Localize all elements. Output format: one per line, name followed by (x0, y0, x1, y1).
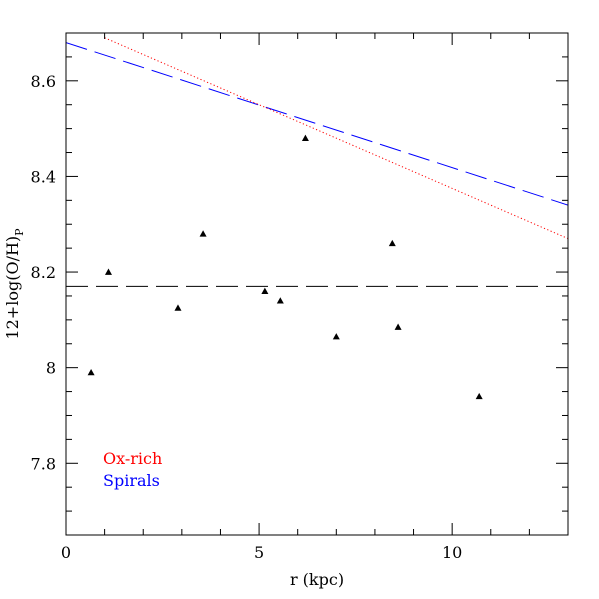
y-tick-label: 8.6 (31, 72, 56, 91)
data-point-1 (87, 368, 95, 376)
legend: Ox-rich Spirals (103, 449, 162, 490)
data-point-11 (475, 392, 483, 400)
fit-line-2 (66, 42, 568, 206)
x-axis-title: r (kpc) (290, 570, 344, 589)
y-tick-label: 7.8 (31, 454, 56, 473)
data-point-4 (199, 230, 207, 237)
y-axis-title: 12+log(O/H)P (3, 228, 26, 340)
legend-entry-1: Ox-rich (103, 449, 162, 468)
y-tick-label: 8.4 (31, 167, 56, 186)
data-point-9 (388, 239, 396, 247)
data-point-3 (174, 304, 182, 311)
y-tick-labels: 7.8 8 8.2 8.4 8.6 (31, 72, 56, 473)
axis-ticks (65, 32, 569, 536)
plot-frame (65, 32, 569, 536)
data-point-7 (301, 134, 309, 141)
y-tick-label: 8.2 (31, 263, 56, 282)
fit-line-3 (104, 37, 568, 240)
legend-entry-2: Spirals (103, 471, 160, 490)
data-point-2 (104, 268, 112, 275)
x-tick-label: 0 (61, 543, 71, 562)
x-tick-label: 5 (254, 543, 264, 562)
data-point-5 (261, 287, 269, 294)
data-point-6 (276, 297, 284, 304)
fit-lines (66, 37, 568, 287)
y-axis-title-subscript: P (13, 228, 26, 236)
y-tick-label: 8 (46, 359, 56, 378)
data-points (87, 134, 483, 400)
x-tick-labels: 0 5 10 (61, 543, 462, 562)
y-axis-title-main: 12+log(O/H) (3, 236, 22, 340)
data-point-8 (332, 333, 340, 340)
data-point-10 (394, 323, 402, 330)
x-tick-label: 10 (442, 543, 462, 562)
